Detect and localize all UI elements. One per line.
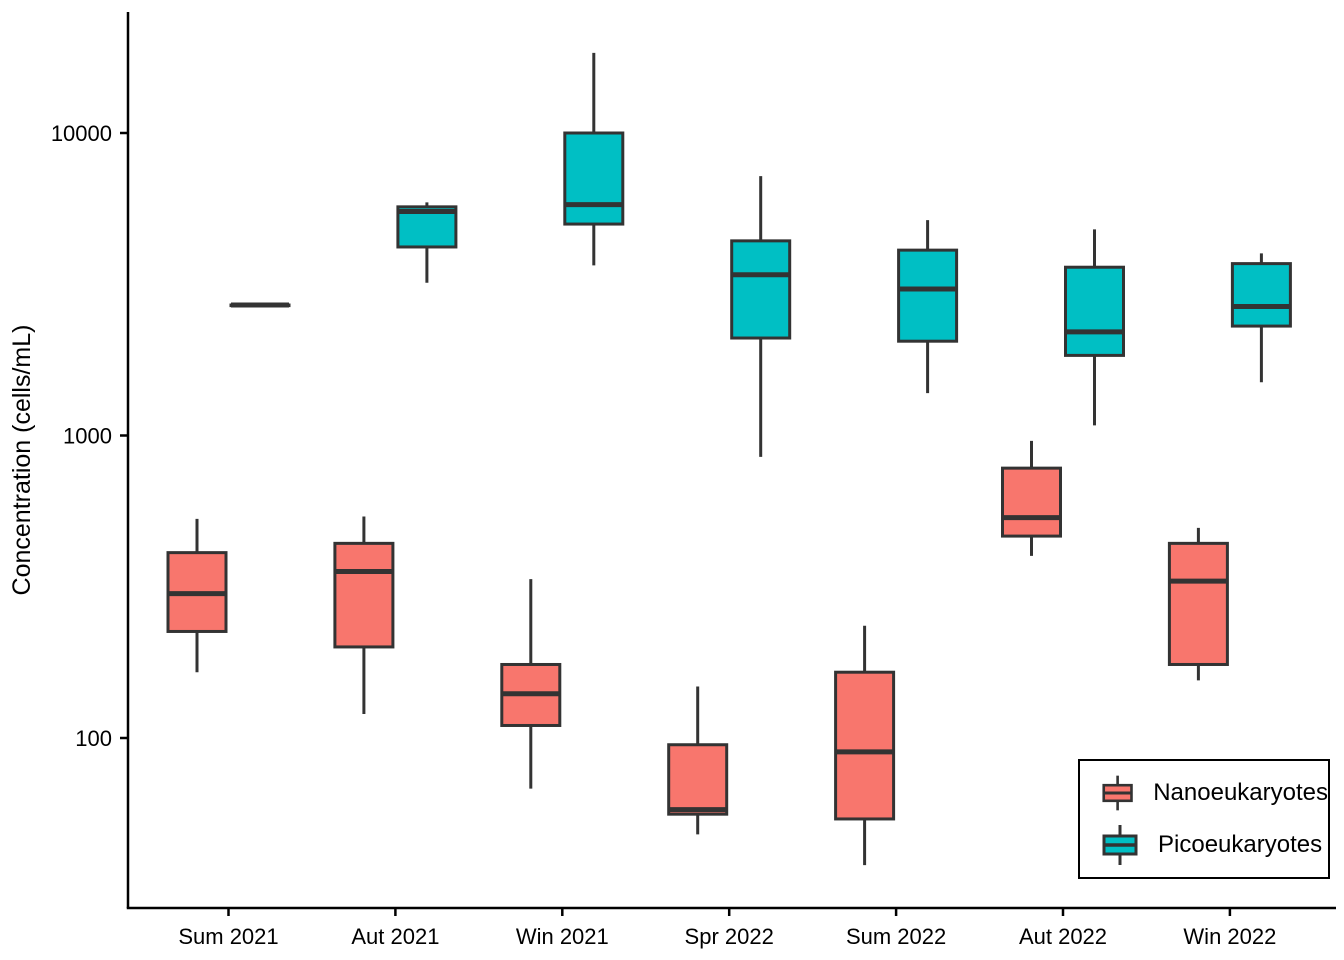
- x-tick-label-win-2021: Win 2021: [516, 924, 609, 949]
- y-tick-label-1000: 1000: [63, 424, 112, 449]
- box-picoeukaryotes-6: [1230, 262, 1292, 328]
- y-tick-label-100: 100: [75, 726, 112, 751]
- axes-layer: 100 1000 10000 Sum 2021 Aut 2021 Win 2021 Spr …: [51, 12, 1336, 949]
- legend-entry-picoeukaryotes: Picoeukaryotes: [1102, 823, 1328, 867]
- legend-label-picoeukaryotes: Picoeukaryotes: [1158, 831, 1323, 858]
- x-tick-label-spr-2022: Spr 2022: [685, 924, 774, 949]
- box-nanoeukaryotes-1: [333, 541, 395, 649]
- x-tick-label-aut-2022: Aut 2022: [1019, 924, 1107, 949]
- x-tick-label-win-2022: Win 2022: [1183, 924, 1276, 949]
- box-nanoeukaryotes-3: [667, 743, 729, 816]
- box-picoeukaryotes-5: [1064, 265, 1125, 357]
- legend-entry-nanoeukaryotes: Nanoeukaryotes: [1102, 771, 1328, 815]
- picoeukaryotes-boxplot-glyph-icon: [1102, 825, 1138, 865]
- legend: Nanoeukaryotes Picoeukaryotes: [1078, 759, 1330, 879]
- y-axis-title: Concentration (cells/mL): [8, 325, 36, 596]
- x-tick-label-sum-2021: Sum 2021: [178, 924, 278, 949]
- box-picoeukaryotes-2: [563, 131, 625, 226]
- x-tick-label-sum-2022: Sum 2022: [846, 924, 946, 949]
- box-picoeukaryotes-3: [730, 239, 792, 340]
- box-picoeukaryotes-4: [897, 248, 959, 343]
- x-tick-label-aut-2021: Aut 2021: [351, 924, 439, 949]
- legend-label-nanoeukaryotes: Nanoeukaryotes: [1153, 779, 1328, 806]
- box-nanoeukaryotes-6: [1167, 541, 1229, 666]
- y-tick-label-10000: 10000: [51, 121, 112, 146]
- boxplot-marks-layer: [166, 52, 1292, 866]
- box-nanoeukaryotes-5: [1001, 466, 1062, 538]
- box-nanoeukaryotes-4: [834, 670, 896, 821]
- nanoeukaryotes-boxplot-glyph-icon: [1102, 775, 1133, 811]
